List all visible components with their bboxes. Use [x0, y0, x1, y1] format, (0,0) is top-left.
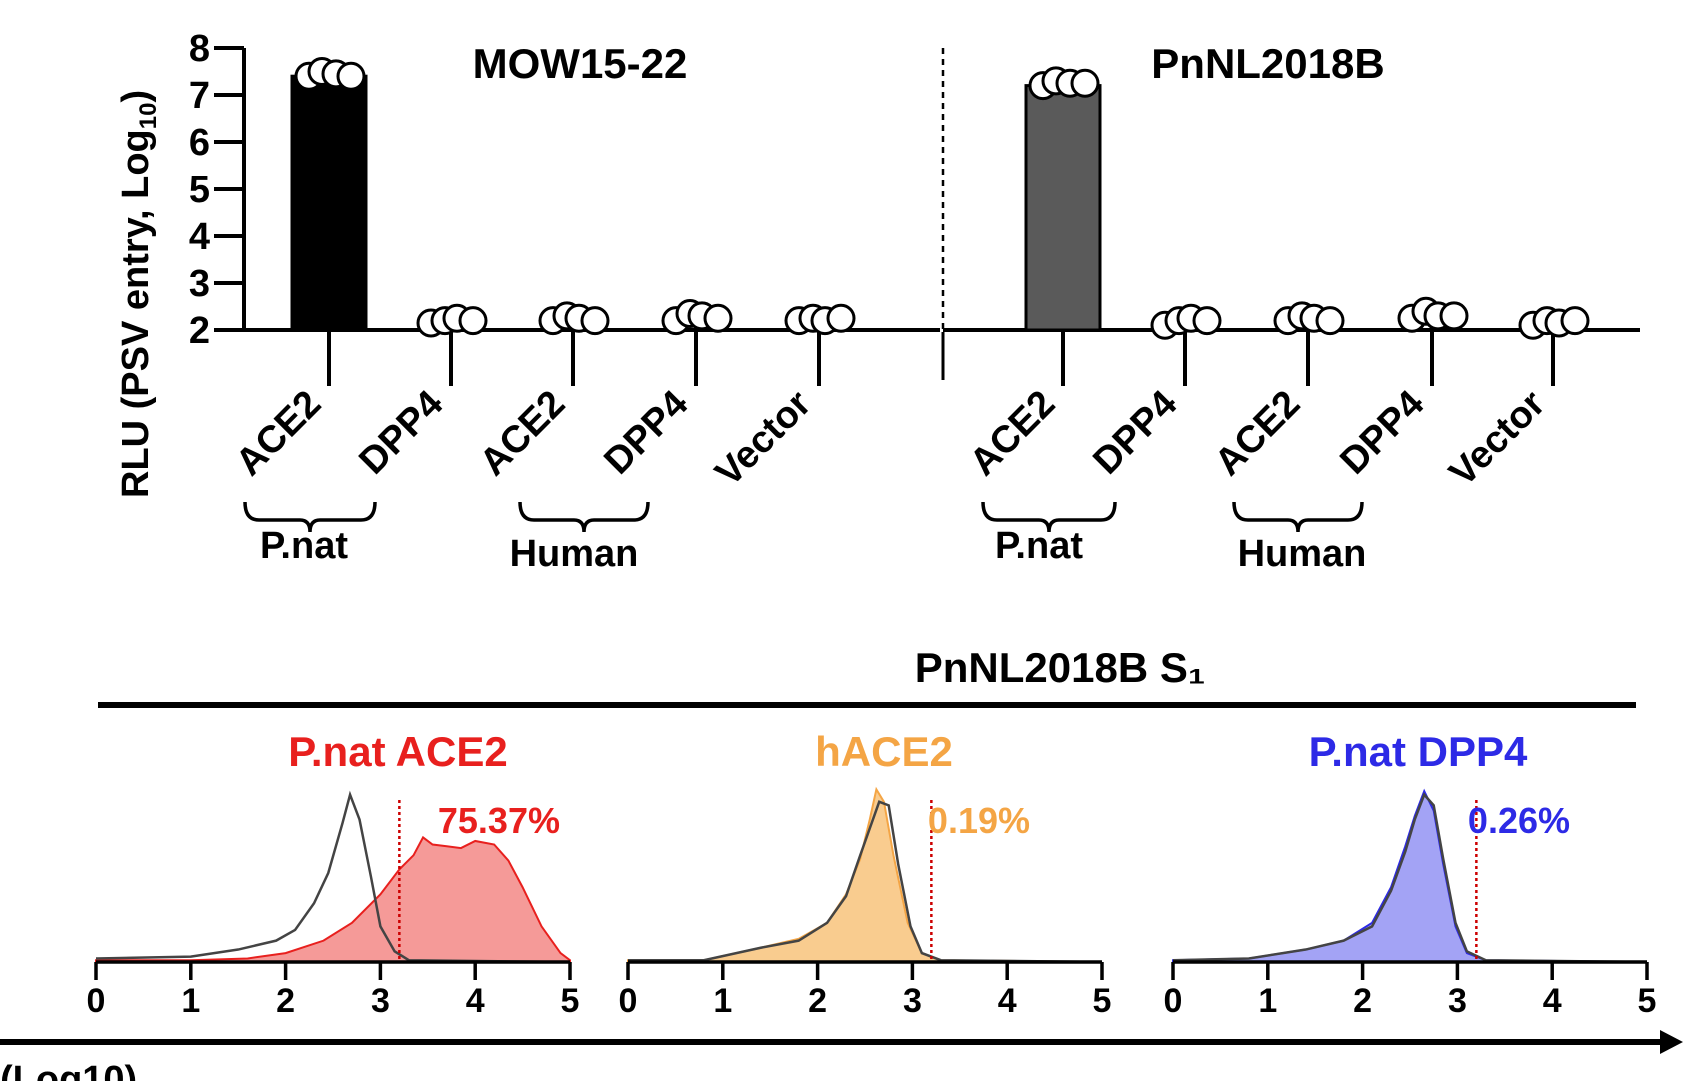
- hist-x-tick-label: 1: [181, 982, 200, 1020]
- hist-x-tick-label: 5: [561, 982, 580, 1020]
- data-point: [1560, 306, 1590, 336]
- hist-x-tick-label: 0: [619, 982, 638, 1020]
- control-histogram: [1172, 792, 1648, 964]
- y-tick-label: 7: [189, 75, 210, 117]
- group-label: P.nat: [995, 525, 1083, 567]
- hist-x-tick-label: 4: [998, 982, 1017, 1020]
- group-label: P.nat: [260, 525, 348, 567]
- bar: [290, 74, 368, 332]
- hist-x-tick-label: 0: [87, 982, 106, 1020]
- control-histogram: [628, 800, 1103, 964]
- gate-percent: 0.19%: [928, 800, 1030, 841]
- data-point: [1192, 306, 1222, 336]
- category-label: Vector: [1442, 383, 1554, 495]
- y-tick-label: 8: [189, 28, 210, 70]
- hist-x-tick-label: 5: [1638, 982, 1657, 1020]
- histogram-panel: hACE2 0.19% 0 1 2 3 4 5: [619, 728, 1112, 1020]
- category-label: DPP4: [596, 383, 696, 483]
- category-label: ACE2: [228, 383, 329, 484]
- category-label: Vector: [708, 383, 820, 495]
- data-point: [1315, 306, 1345, 336]
- hist-x-tick-label: 3: [1448, 982, 1467, 1020]
- hist-x-tick-label: 2: [276, 982, 295, 1020]
- data-point: [826, 303, 856, 333]
- data-point: [580, 306, 610, 336]
- category-label: ACE2: [962, 383, 1063, 484]
- x-arrow-head: [1660, 1030, 1683, 1054]
- x-axis-label: (Log10): [0, 1059, 137, 1081]
- histogram-panel: P.nat DPP4 0.26% 0 1 2 3 4 5: [1164, 728, 1657, 1020]
- data-point: [1070, 68, 1100, 98]
- y-tick-label: 2: [189, 310, 210, 352]
- y-tick-label: 3: [189, 263, 210, 305]
- hist-x-tick-label: 5: [1093, 982, 1112, 1020]
- data-point: [703, 303, 733, 333]
- gate-percent: 0.26%: [1468, 800, 1570, 841]
- group-brace: [981, 501, 1117, 533]
- group-brace: [518, 501, 650, 533]
- data-point: [458, 306, 488, 336]
- sample-histogram: [1172, 788, 1648, 963]
- sample-histogram: [627, 786, 1103, 963]
- hist-x-tick-label: 3: [371, 982, 390, 1020]
- y-tick-label: 4: [189, 216, 210, 258]
- category-label: DPP4: [1085, 383, 1185, 483]
- data-point: [1439, 301, 1469, 331]
- histogram-panel-title: P.nat DPP4: [1309, 728, 1528, 775]
- histogram-panel-title: hACE2: [815, 728, 953, 775]
- hist-x-tick-label: 3: [903, 982, 922, 1020]
- panel-title: MOW15-22: [473, 40, 688, 87]
- category-label: ACE2: [1207, 383, 1308, 484]
- y-tick-label: 5: [189, 169, 210, 211]
- sample-histogram: [95, 835, 571, 963]
- gate-percent: 75.37%: [438, 800, 560, 841]
- group-label: Human: [1238, 533, 1367, 575]
- hist-x-tick-label: 2: [808, 982, 827, 1020]
- hist-x-tick-label: 4: [1543, 982, 1562, 1020]
- histogram-title: PnNL2018B S₁: [915, 644, 1205, 691]
- bar: [1024, 84, 1102, 332]
- category-label: DPP4: [351, 383, 451, 483]
- y-tick-label: 6: [189, 122, 210, 164]
- category-label: ACE2: [472, 383, 573, 484]
- histogram-panel: P.nat ACE2 75.37% 0 1 2 3 4 5: [87, 728, 580, 1020]
- y-axis-label: RLU (PSV entry, Log10): [115, 90, 162, 498]
- hist-x-tick-label: 4: [466, 982, 485, 1020]
- hist-x-tick-label: 0: [1164, 982, 1183, 1020]
- panel-title: PnNL2018B: [1151, 40, 1384, 87]
- group-brace: [243, 501, 377, 533]
- group-brace: [1232, 501, 1364, 533]
- control-histogram: [95, 790, 571, 964]
- category-label: DPP4: [1332, 383, 1432, 483]
- histogram-panel-title: P.nat ACE2: [288, 728, 507, 775]
- group-label: Human: [510, 533, 639, 575]
- hist-x-tick-label: 1: [1258, 982, 1277, 1020]
- hist-x-tick-label: 2: [1353, 982, 1372, 1020]
- data-point: [336, 61, 366, 91]
- bar-chart: RLU (PSV entry, Log10) 2 3 4 5 6 7 8 MOW15-22 A…: [115, 28, 1640, 575]
- hist-x-tick-label: 1: [713, 982, 732, 1020]
- y-axis: 2 3 4 5 6 7 8: [189, 28, 246, 352]
